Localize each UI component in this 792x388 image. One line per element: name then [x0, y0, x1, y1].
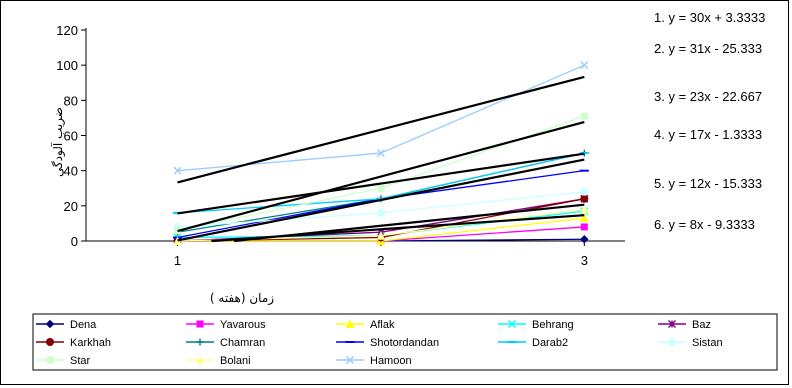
trendline-label-2: 2. y = 31x - 25.333	[654, 41, 762, 56]
legend-label: Darab2	[532, 337, 568, 349]
legend-item-bolani: Bolani	[186, 355, 251, 367]
legend-item-chamran: Chamran	[186, 337, 265, 349]
legend-swatch-marker	[508, 320, 516, 328]
legend-label: Aflak	[370, 319, 395, 331]
x-tick-label: 1	[174, 253, 181, 268]
legend-item-shotordandan: Shotordandan	[336, 337, 439, 349]
legend-swatch-marker	[196, 320, 204, 328]
trendline-3	[177, 158, 585, 242]
legend-item-baz: Baz	[658, 319, 711, 331]
y-tick-label: 40	[64, 164, 78, 179]
data-point	[580, 235, 589, 244]
legend-swatch-marker	[668, 338, 676, 346]
legend-item-dena: Dena	[36, 319, 97, 331]
legend-item-yavarous: Yavarous	[186, 319, 266, 331]
legend-swatch-marker	[195, 355, 205, 364]
x-axis-title: زمان (هفته )	[210, 291, 274, 306]
data-point	[580, 112, 588, 120]
data-point	[580, 61, 589, 70]
legend-item-karkhah: Karkhah	[36, 337, 111, 349]
legend-label: Chamran	[220, 337, 265, 349]
legend-swatch-marker	[668, 320, 676, 328]
trendline-label-3: 3. y = 23x - 22.667	[654, 89, 762, 104]
trendline-1	[177, 75, 585, 184]
legend-item-star: Star	[36, 355, 91, 367]
data-point	[580, 187, 589, 196]
y-tick-label: 80	[64, 93, 78, 108]
legend-label: Hamoon	[370, 355, 412, 367]
plot-area: 0 20 40 60 80 100 120 1 2 3	[56, 23, 625, 268]
data-point	[376, 149, 385, 158]
data-point	[376, 208, 385, 217]
y-tick-label: 120	[56, 23, 78, 38]
y-tick-label: 0	[71, 234, 78, 249]
trendline-4	[177, 152, 585, 215]
trendline-2	[177, 120, 585, 233]
data-point	[580, 204, 589, 214]
legend-swatch-marker	[45, 319, 55, 329]
legend-label: Behrang	[532, 319, 574, 331]
legend-swatch-marker	[345, 319, 355, 328]
legend-label: Dena	[70, 319, 97, 331]
trendline-6	[211, 214, 585, 243]
legend-label: Shotordandan	[370, 337, 439, 349]
y-axis-title: ضریب آلودگی	[50, 107, 66, 177]
data-point	[173, 166, 182, 175]
y-tick-label: 100	[56, 58, 78, 73]
legend-swatch-marker	[196, 338, 204, 346]
trendline-labels: 1. y = 30x + 3.3333 2. y = 31x - 25.333 3.…	[654, 10, 765, 232]
x-tick-label: 3	[581, 253, 588, 268]
legend-label: Baz	[692, 319, 711, 331]
legend-box	[32, 313, 778, 371]
trendline-label-1: 1. y = 30x + 3.3333	[654, 10, 765, 25]
legend-item-behrang: Behrang	[498, 319, 574, 331]
legend-item-hamoon: Hamoon	[336, 355, 412, 367]
trendline-label-5: 5. y = 12x - 15.333	[654, 176, 762, 191]
y-tick-label: 20	[64, 199, 78, 214]
y-tick-label: 60	[64, 129, 78, 144]
legend-label: Star	[70, 355, 91, 367]
series-sistan	[173, 187, 589, 231]
data-point	[580, 213, 589, 223]
data-point	[580, 223, 588, 231]
x-tick-label: 2	[377, 253, 384, 268]
legend-swatch-marker	[346, 356, 354, 364]
legend-swatch-marker	[46, 356, 54, 364]
trendline-label-6: 6. y = 8x - 9.3333	[654, 217, 755, 232]
data-point	[377, 184, 385, 192]
trendline-label-4: 4. y = 17x - 1.3333	[654, 127, 762, 142]
legend-label: Yavarous	[220, 319, 266, 331]
legend-item-aflak: Aflak	[336, 319, 395, 331]
data-point	[376, 231, 386, 240]
legend-item-sistan: Sistan	[658, 337, 723, 349]
legend-label: Bolani	[220, 355, 251, 367]
legend-label: Karkhah	[70, 337, 111, 349]
data-point	[580, 194, 589, 203]
legend-swatch-marker	[46, 338, 54, 346]
legend-item-darab2: Darab2	[498, 337, 568, 349]
legend: Dena Yavarous Aflak Behrang Baz Karkhah Chamra…	[32, 313, 778, 371]
legend-label: Sistan	[692, 337, 723, 349]
